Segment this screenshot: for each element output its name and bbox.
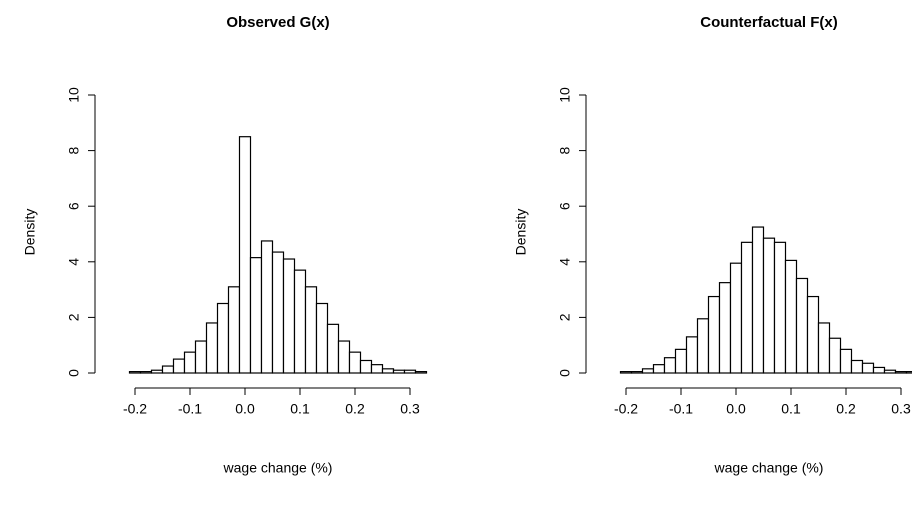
- bar: [238, 136, 252, 374]
- bar: [139, 371, 153, 374]
- bar: [828, 337, 842, 374]
- y-tick-label: 8: [557, 146, 573, 154]
- bar: [216, 302, 230, 374]
- bar: [784, 259, 798, 374]
- x-tick-label: 0.1: [781, 401, 801, 417]
- bar: [315, 302, 329, 374]
- y-tick-label: 2: [557, 313, 573, 321]
- y-axis-label: Density: [22, 209, 38, 256]
- bar: [905, 371, 912, 374]
- bar: [663, 357, 677, 374]
- bar: [227, 286, 241, 374]
- x-axis-label: wage change (%): [223, 460, 333, 476]
- x-tick-label: -0.2: [123, 401, 147, 417]
- y-axis-label: Density: [513, 209, 529, 256]
- x-tick-label: 0.0: [235, 401, 255, 417]
- x-tick-label: -0.1: [669, 401, 693, 417]
- bar: [205, 322, 219, 374]
- y-tick-label: 0: [557, 369, 573, 377]
- bar: [641, 368, 655, 374]
- bar: [850, 359, 864, 374]
- y-tick-label: 2: [66, 313, 82, 321]
- bar: [282, 258, 296, 374]
- bar: [326, 323, 340, 374]
- bar: [183, 351, 197, 374]
- bar: [337, 340, 351, 374]
- chart-title: Observed G(x): [226, 14, 329, 31]
- y-tick-label: 10: [557, 87, 573, 103]
- x-tick-label: 0.1: [290, 401, 310, 417]
- bar: [403, 369, 417, 374]
- bar: [652, 364, 666, 374]
- bar: [707, 295, 721, 374]
- bar: [630, 371, 644, 374]
- bar: [817, 322, 831, 374]
- bar: [685, 336, 699, 374]
- y-tick-label: 10: [66, 87, 82, 103]
- bar: [260, 240, 274, 374]
- bar: [762, 237, 776, 374]
- bar: [806, 295, 820, 374]
- y-tick-label: 6: [66, 202, 82, 210]
- bar: [619, 371, 633, 374]
- x-tick-label: 0.2: [345, 401, 365, 417]
- bar: [839, 348, 853, 374]
- bar: [172, 358, 186, 374]
- bar: [718, 282, 732, 374]
- y-tick-label: 0: [66, 369, 82, 377]
- bar: [348, 351, 362, 374]
- x-tick-label: 0.3: [400, 401, 420, 417]
- chart-title: Counterfactual F(x): [700, 14, 838, 31]
- bar: [872, 366, 886, 374]
- y-tick-label: 6: [557, 202, 573, 210]
- x-axis-label: wage change (%): [714, 460, 824, 476]
- x-tick-label: 0.2: [836, 401, 856, 417]
- bar: [381, 368, 395, 374]
- bar: [293, 269, 307, 374]
- bar: [161, 365, 175, 374]
- y-tick-label: 4: [557, 258, 573, 266]
- bar: [751, 226, 765, 374]
- x-tick-label: -0.2: [614, 401, 638, 417]
- bar: [894, 371, 908, 374]
- x-tick-label: 0.0: [726, 401, 746, 417]
- bar: [271, 251, 285, 374]
- bar: [740, 241, 754, 374]
- bar: [729, 262, 743, 374]
- bar: [150, 369, 164, 374]
- bar: [861, 362, 875, 374]
- x-tick-label: -0.1: [178, 401, 202, 417]
- bar: [128, 371, 142, 374]
- y-tick-label: 4: [66, 258, 82, 266]
- bar: [696, 318, 710, 374]
- bar: [194, 340, 208, 374]
- bar: [795, 277, 809, 374]
- bar: [674, 348, 688, 374]
- bar: [304, 286, 318, 374]
- x-tick-label: 0.3: [891, 401, 911, 417]
- bar: [370, 364, 384, 374]
- bar: [773, 241, 787, 374]
- y-tick-label: 8: [66, 146, 82, 154]
- bar: [414, 371, 428, 374]
- bar: [883, 369, 897, 374]
- bar: [249, 257, 263, 374]
- bar: [392, 369, 406, 374]
- bar: [359, 359, 373, 374]
